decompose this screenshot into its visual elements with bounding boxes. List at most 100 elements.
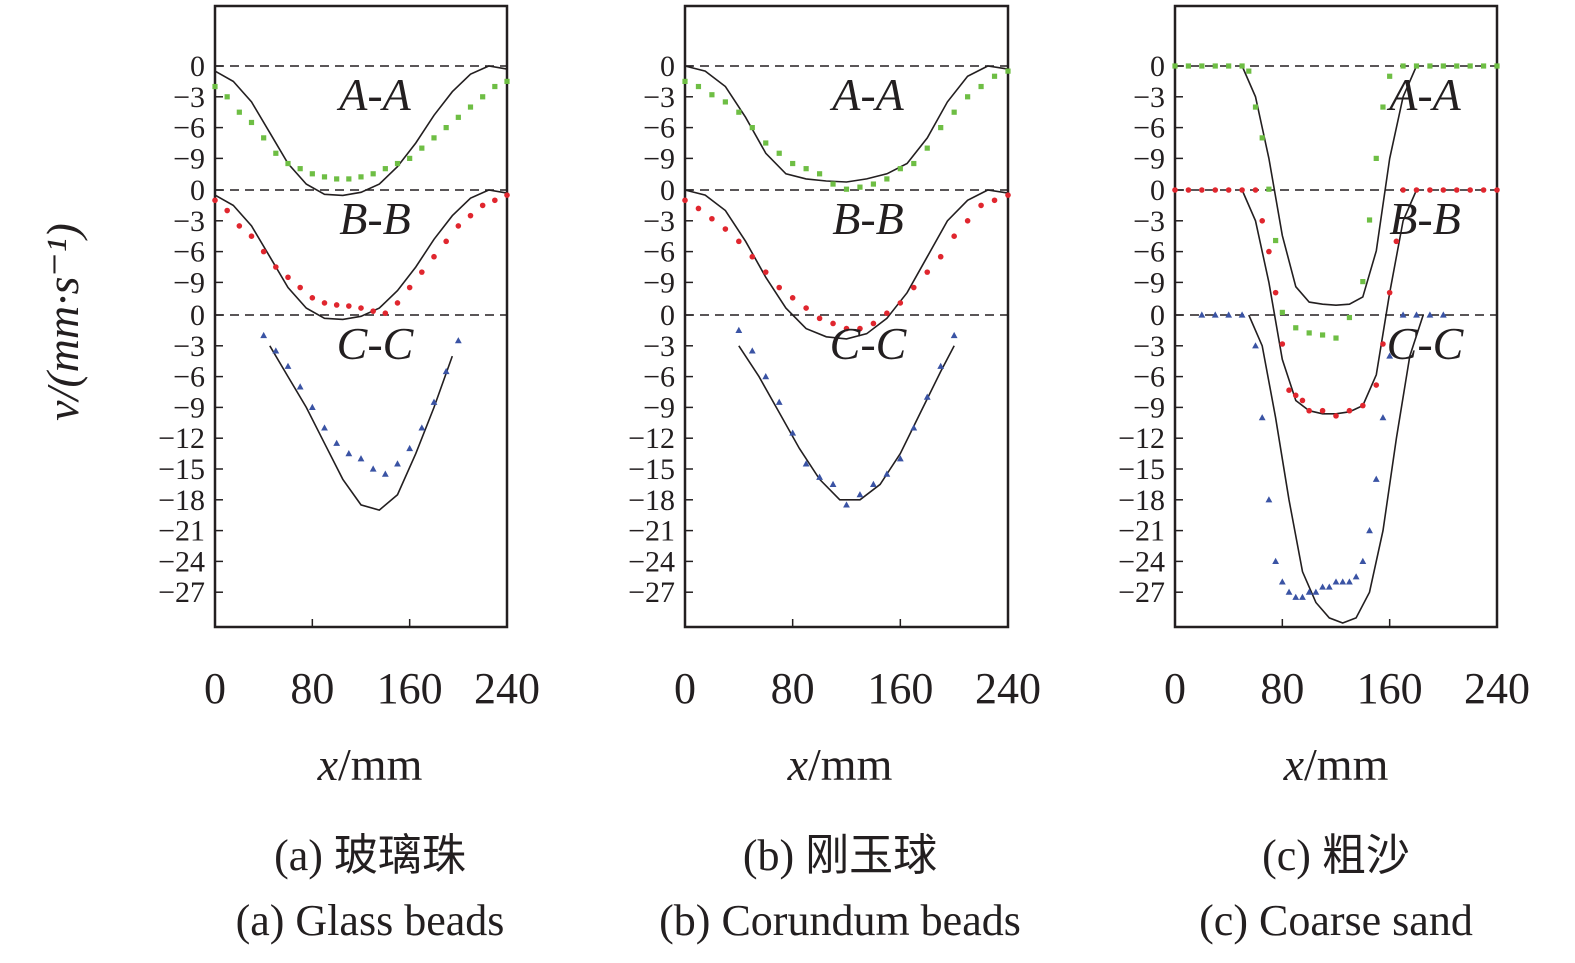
y-tick-label: −3	[1133, 205, 1165, 238]
data-point-a-a	[938, 125, 944, 131]
data-point-b-b	[897, 300, 904, 306]
data-point-b-b	[419, 269, 425, 275]
data-point-a-a	[224, 94, 230, 100]
data-point-a-a	[884, 176, 890, 182]
data-point-a-a	[1467, 63, 1473, 69]
data-point-a-a	[309, 171, 315, 177]
data-point-c-c	[950, 331, 958, 339]
data-point-a-a	[1400, 63, 1406, 69]
y-tick-label: −9	[643, 391, 675, 424]
section-label-a-a: A-A	[829, 69, 904, 120]
y-tick-label: −3	[643, 205, 675, 238]
data-point-c-c	[369, 465, 377, 472]
x-tick-label: 0	[204, 664, 226, 713]
data-point-b-b	[1360, 402, 1366, 409]
data-point-a-a	[695, 83, 702, 90]
data-point-b-b	[870, 320, 877, 327]
data-point-c-c	[1413, 311, 1420, 318]
data-point-a-a	[431, 135, 437, 141]
data-point-a-a	[1366, 217, 1373, 223]
data-point-b-b	[857, 325, 863, 332]
data-point-a-a	[248, 119, 255, 126]
data-point-a-a	[830, 181, 836, 187]
data-point-a-a	[236, 109, 242, 115]
data-point-c-c	[345, 450, 353, 457]
data-point-b-b	[1286, 387, 1292, 394]
data-point-c-c	[802, 460, 810, 467]
data-point-b-b	[358, 305, 364, 311]
data-point-a-a	[1293, 325, 1299, 331]
data-point-c-c	[418, 424, 426, 431]
y-tick-label: 0	[1150, 299, 1165, 332]
data-point-b-b	[816, 315, 823, 322]
data-point-c-c	[1319, 583, 1326, 590]
data-point-a-a	[1239, 63, 1245, 69]
data-point-c-c	[1426, 311, 1434, 318]
y-tick-label: −6	[643, 112, 675, 145]
y-tick-label: −27	[1118, 576, 1165, 609]
data-point-a-a	[722, 99, 728, 105]
data-point-b-b	[843, 325, 850, 332]
data-point-c-c	[1352, 573, 1360, 580]
data-point-a-a	[334, 176, 340, 182]
data-point-c-c	[1439, 311, 1447, 318]
y-tick-label: 0	[190, 299, 205, 332]
data-point-b-b	[1319, 407, 1326, 414]
x-tick-label: 0	[674, 664, 696, 713]
data-point-b-b	[910, 284, 917, 291]
data-point-a-a	[1199, 63, 1205, 69]
data-point-b-b	[1212, 187, 1219, 193]
data-point-a-a	[407, 155, 413, 161]
data-point-a-a	[843, 186, 850, 192]
data-point-a-a	[382, 166, 388, 172]
y-tick-label: −9	[1133, 142, 1165, 175]
data-point-b-b	[964, 218, 971, 224]
data-point-c-c	[1332, 578, 1340, 585]
data-point-a-a	[1266, 186, 1272, 192]
plot-frame-b	[683, 4, 1010, 629]
data-point-b-b	[1306, 407, 1312, 414]
y-tick-label: −6	[643, 236, 675, 269]
y-tick-label: −12	[1118, 422, 1165, 455]
data-point-b-b	[695, 205, 702, 212]
data-point-b-b	[776, 284, 783, 291]
data-point-c-c	[1252, 342, 1259, 349]
data-point-b-b	[1292, 392, 1299, 399]
x-axis-title-unit: /mm	[1304, 739, 1389, 790]
data-point-c-c	[870, 480, 877, 487]
data-point-b-b	[1259, 218, 1266, 224]
data-point-b-b	[1225, 187, 1232, 193]
data-point-b-b	[1393, 238, 1400, 245]
x-axis-title-var: x	[317, 739, 339, 790]
data-point-a-a	[736, 109, 742, 115]
data-point-a-a	[1454, 63, 1460, 69]
data-point-a-a	[492, 83, 498, 90]
data-point-b-b	[431, 253, 437, 260]
caption-cn: (a) 玻璃珠	[274, 831, 466, 880]
data-point-b-b	[273, 264, 279, 270]
data-point-a-a	[212, 83, 218, 90]
data-point-c-c	[272, 347, 280, 354]
x-tick-label: 0	[1164, 664, 1186, 713]
y-tick-label: −27	[158, 576, 205, 609]
data-point-b-b	[248, 233, 255, 239]
data-point-b-b	[212, 197, 218, 204]
section-label-c-c: C-C	[337, 318, 415, 369]
y-tick-label: 0	[660, 50, 675, 83]
data-point-b-b	[709, 215, 715, 222]
data-point-b-b	[991, 197, 998, 204]
data-point-c-c	[1258, 414, 1266, 421]
data-point-c-c	[357, 455, 365, 462]
y-tick-label: −24	[158, 545, 205, 578]
simulated-line-b-b	[1241, 189, 1418, 415]
data-point-c-c	[1272, 557, 1280, 564]
simulated-line-b-b	[214, 189, 508, 321]
data-point-a-a	[1319, 332, 1326, 338]
data-point-b-b	[1373, 382, 1380, 388]
x-axis-title: x/mm	[787, 739, 893, 790]
data-point-a-a	[951, 109, 957, 115]
plot-frame-a	[213, 4, 509, 629]
data-point-a-a	[709, 92, 715, 98]
data-point-c-c	[394, 460, 401, 467]
plot-frame-c	[1173, 4, 1499, 629]
